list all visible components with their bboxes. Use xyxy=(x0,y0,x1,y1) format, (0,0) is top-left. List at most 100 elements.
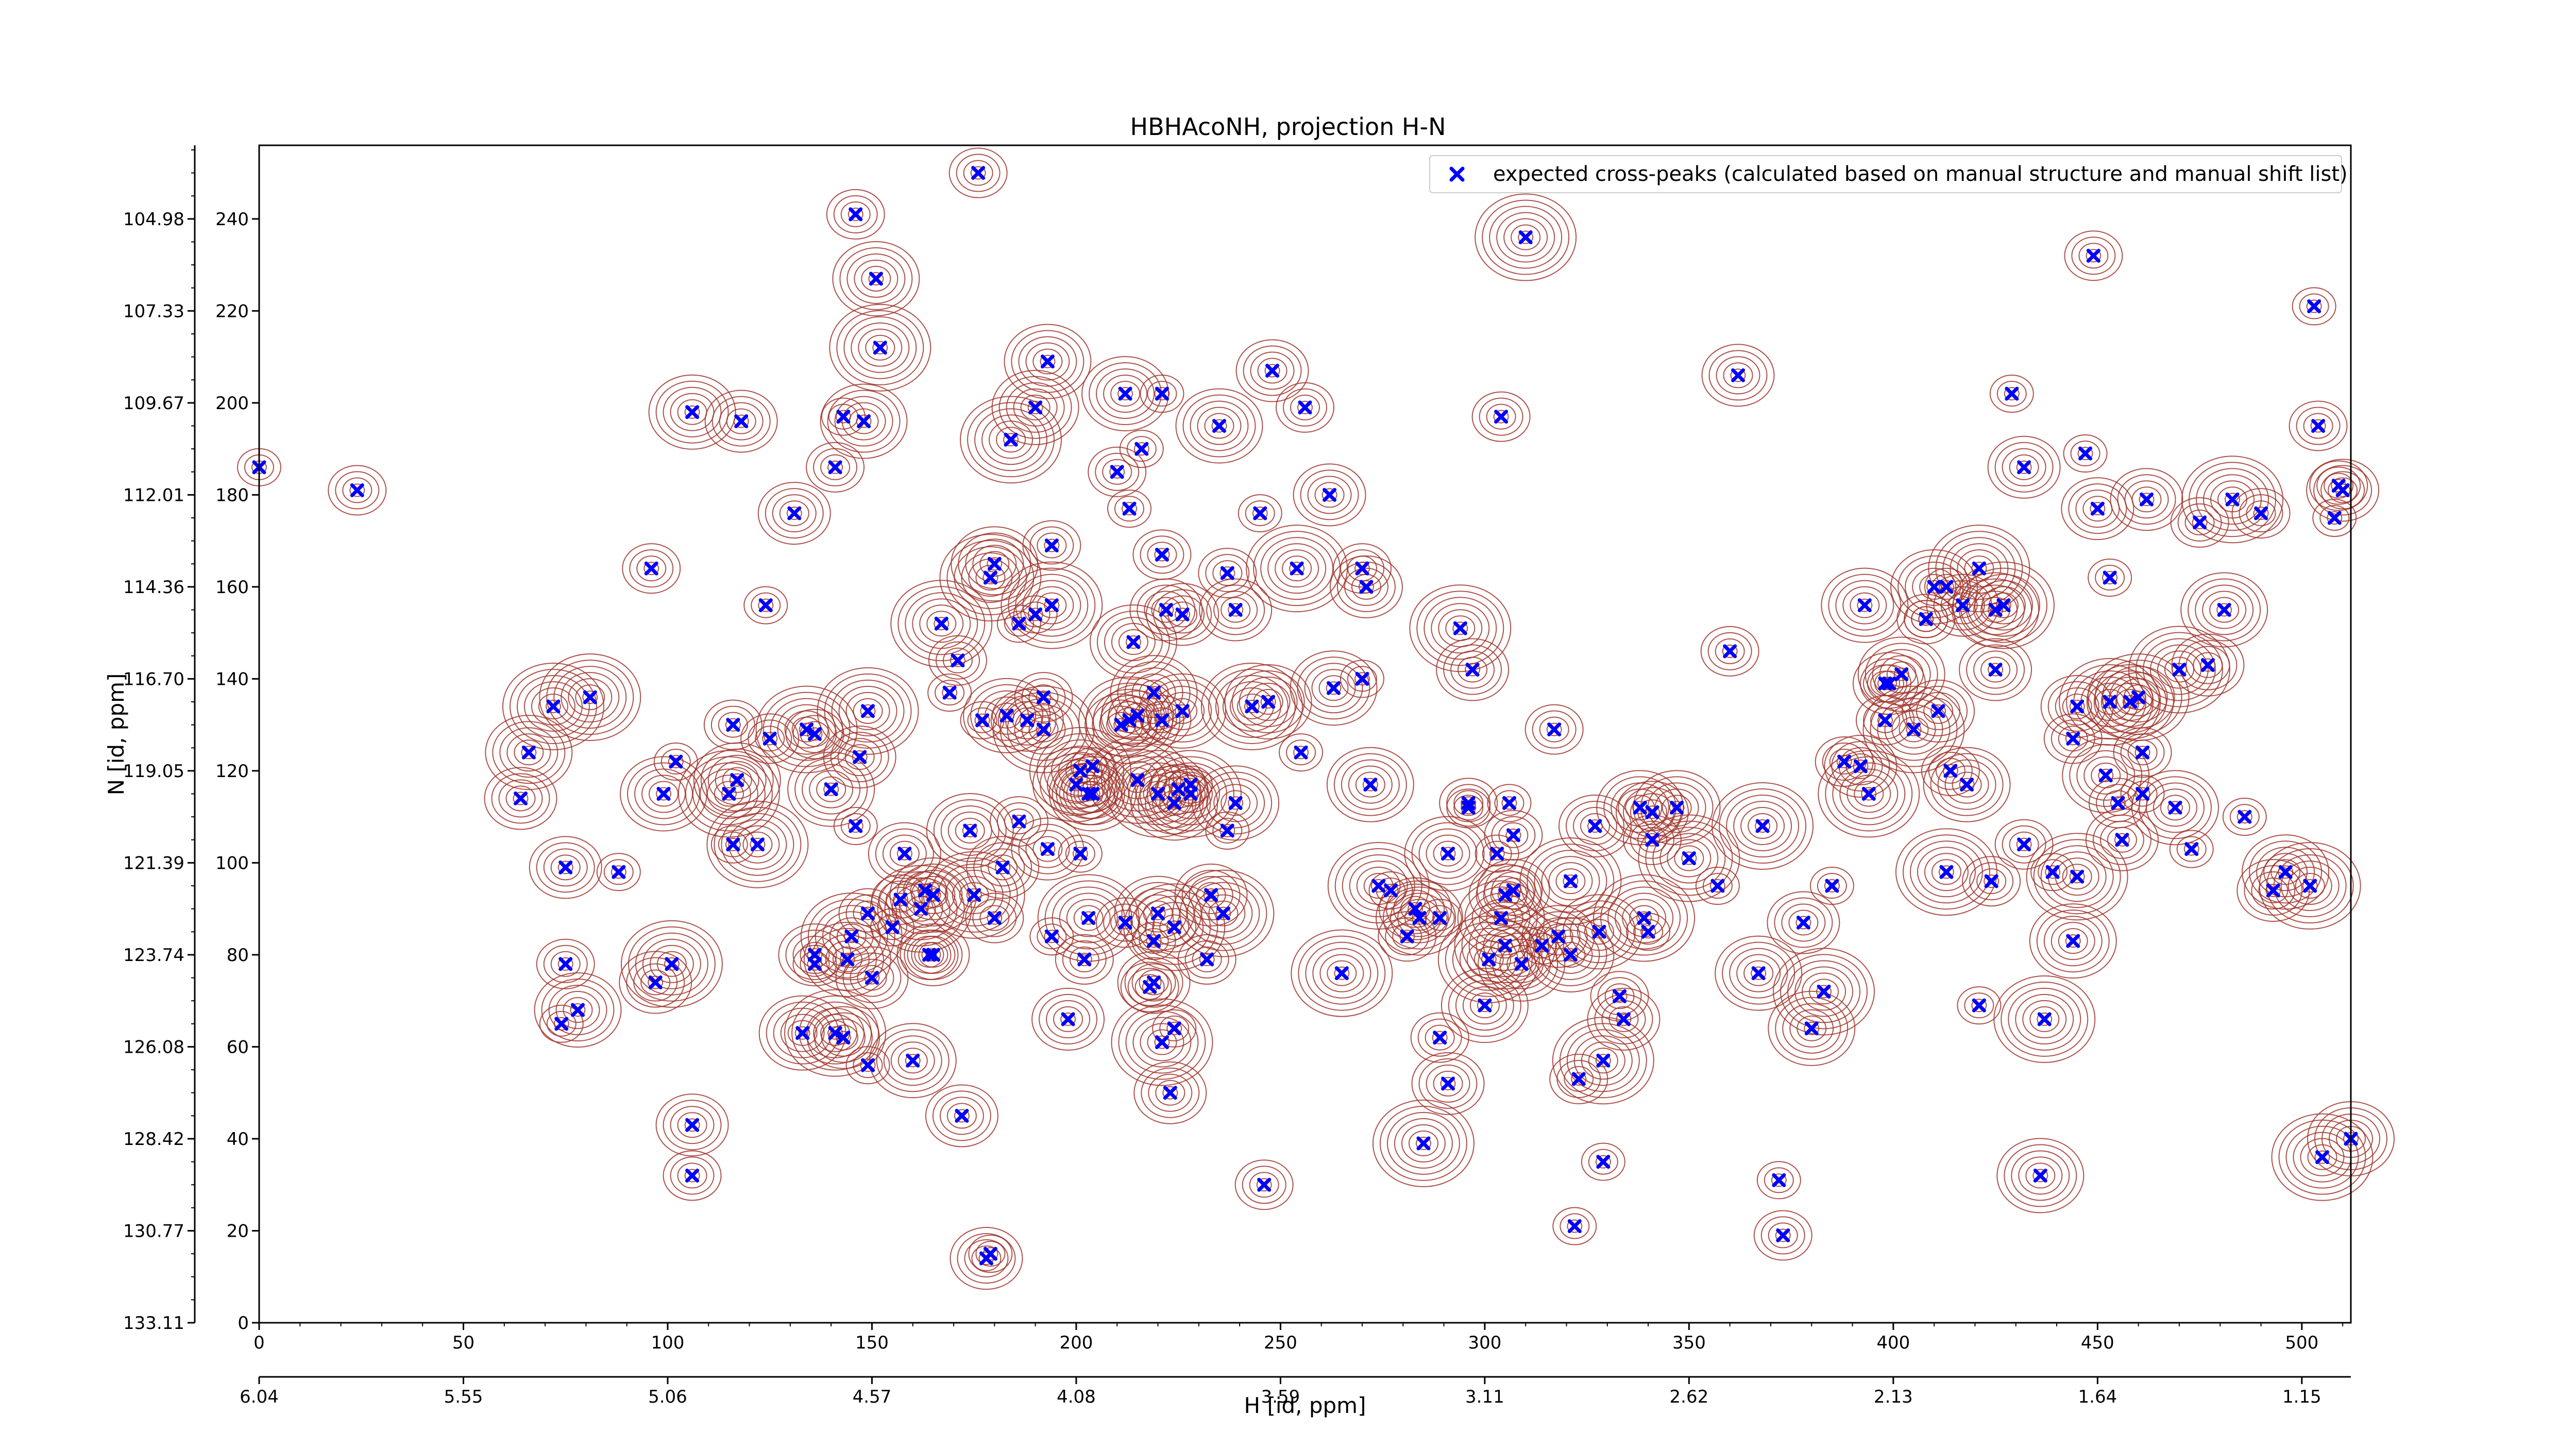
peak-marker xyxy=(2086,248,2100,263)
peak-marker xyxy=(685,405,700,419)
contour-ring xyxy=(1282,555,1312,582)
contour-ring xyxy=(1994,819,2054,870)
contour-ring xyxy=(1916,692,1961,730)
contour-ring xyxy=(2193,652,2223,678)
contour-ring xyxy=(1959,638,2032,701)
peak-marker xyxy=(1126,635,1141,649)
contour-ring xyxy=(2124,480,2169,519)
contour-ring xyxy=(529,836,602,899)
contour-ring xyxy=(858,328,903,367)
contour-ring xyxy=(1037,532,1067,559)
contour-ring xyxy=(1386,1111,1460,1175)
peak-marker xyxy=(955,1108,969,1123)
contour-ring xyxy=(1872,649,1931,700)
contour-ring xyxy=(2231,488,2291,539)
chart-title: HBHAcoNH, projection H-N xyxy=(1130,113,1446,141)
x-ppm-tick-label: 6.04 xyxy=(240,1387,279,1407)
peak-marker xyxy=(1878,676,1892,690)
contour-ring xyxy=(1187,882,1260,945)
contour-ring xyxy=(845,1046,890,1085)
contour-ring xyxy=(1252,507,1268,520)
x-tick-label: 100 xyxy=(651,1333,685,1353)
peak-marker xyxy=(665,957,679,971)
contour-ring xyxy=(663,1100,722,1151)
contour-ring xyxy=(1096,368,1155,419)
peak-marker xyxy=(1147,975,1161,989)
peak-marker xyxy=(1837,754,1852,769)
contour-ring xyxy=(1454,902,1556,990)
contour-ring xyxy=(1918,612,1934,626)
contour-ring xyxy=(1275,549,1319,588)
contour-ring xyxy=(1291,929,1393,1017)
contour-ring xyxy=(1100,684,1174,747)
contour-ring xyxy=(861,265,891,292)
contour-ring xyxy=(817,667,919,755)
peak-marker xyxy=(2017,837,2031,852)
contour-ring xyxy=(502,662,604,750)
contour-ring xyxy=(1029,526,1074,565)
peak-marker xyxy=(1919,612,1933,626)
contour-ring xyxy=(1527,917,1615,992)
contour-ring xyxy=(1897,555,1971,618)
contour-ring xyxy=(1129,773,1145,787)
contour-ring xyxy=(2069,699,2085,713)
contour-ring xyxy=(885,920,901,934)
contour-ring xyxy=(1297,656,1370,720)
contour-ring xyxy=(2295,873,2325,899)
contour-ring xyxy=(1125,635,1141,649)
peak-marker xyxy=(995,860,1010,874)
contour-ring xyxy=(1702,873,1733,899)
contour-ring xyxy=(1967,574,2040,637)
contour-ring xyxy=(800,951,830,977)
contour-ring xyxy=(563,997,593,1023)
contour-ring xyxy=(2029,903,2117,979)
contour-ring xyxy=(1020,394,1050,420)
contour-ring xyxy=(834,396,893,447)
contour-ring xyxy=(1014,704,1073,755)
contour-ring xyxy=(1708,350,1768,401)
contour-ring xyxy=(1117,661,1191,724)
contour-ring xyxy=(1314,482,1345,508)
contour-ring xyxy=(1058,834,1103,873)
contour-ring xyxy=(1952,561,2055,649)
peak-marker xyxy=(1155,1035,1169,1050)
contour-ring xyxy=(2127,781,2158,807)
peak-marker xyxy=(1641,924,1655,939)
y-axis: 0 20 40 60 80 100 120 140 160 180 200 220 240 xyxy=(215,209,259,1334)
contour-ring xyxy=(1996,1138,2084,1214)
contour-ring xyxy=(1659,833,1719,884)
contour-ring xyxy=(1423,597,1497,660)
contour-ring xyxy=(2092,814,2151,865)
contour-ring xyxy=(1753,1210,1812,1261)
contour-ring xyxy=(1996,380,2027,407)
contour-ring xyxy=(1774,897,1833,948)
y-ppm-tick-label: 121.39 xyxy=(123,853,184,873)
peak-marker xyxy=(1228,796,1243,810)
contour-ring xyxy=(1154,548,1170,562)
contour-ring xyxy=(2278,1119,2366,1195)
y-ppm-tick-label: 114.36 xyxy=(123,577,184,598)
contour-ring xyxy=(2310,419,2326,433)
contour-ring xyxy=(1600,880,1688,956)
peak-marker xyxy=(1400,929,1414,943)
contour-ring xyxy=(1491,871,1536,909)
contour-ring xyxy=(1168,765,1213,804)
peak-marker xyxy=(934,616,948,631)
contour-ring xyxy=(1040,355,1056,368)
peak-marker xyxy=(1073,847,1088,861)
contour-ring xyxy=(2099,820,2144,859)
peak-marker xyxy=(1498,938,1513,953)
contour-ring xyxy=(843,316,917,379)
contour-ring xyxy=(1417,1018,1462,1057)
contour-ring xyxy=(536,938,595,989)
contour-ring xyxy=(1312,948,1371,999)
contour-ring xyxy=(721,787,737,801)
contour-ring xyxy=(1893,667,1909,681)
contour-ring xyxy=(1828,574,1902,637)
peak-marker xyxy=(1245,699,1259,714)
contour-ring xyxy=(2142,638,2216,701)
contour-ring xyxy=(555,991,600,1030)
contour-ring xyxy=(1151,597,1181,623)
peak-marker xyxy=(2017,460,2031,475)
contour-ring xyxy=(1072,847,1088,861)
